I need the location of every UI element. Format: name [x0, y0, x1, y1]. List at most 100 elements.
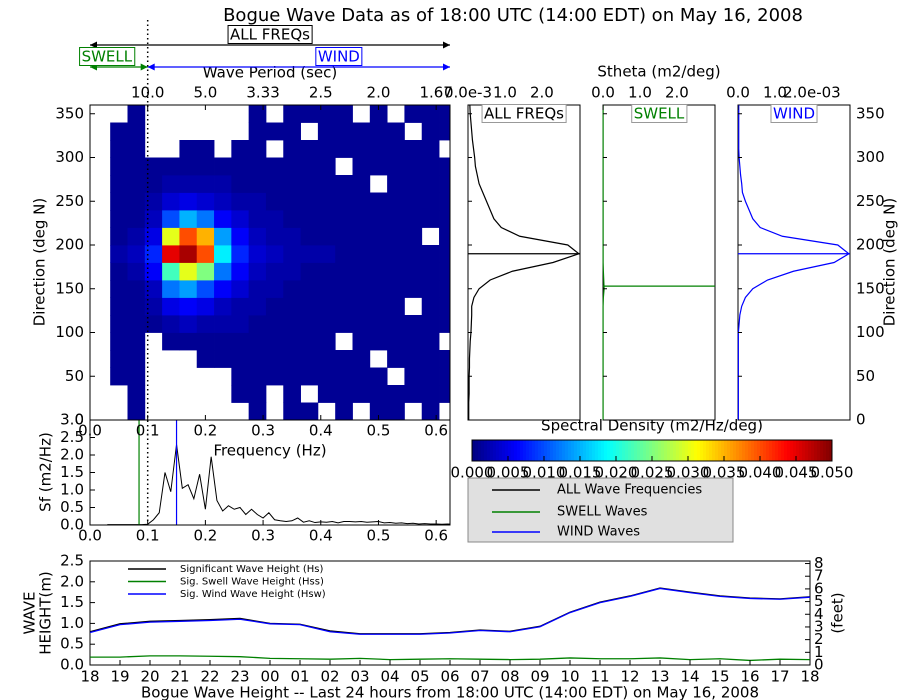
colorbar-segment — [739, 440, 743, 461]
heatmap-cell — [404, 192, 423, 211]
x-tick-label: 03 — [350, 668, 369, 686]
heatmap-cell — [439, 245, 450, 263]
heatmap-cell — [127, 227, 146, 246]
heatmap-cell — [421, 402, 440, 420]
heatmap-cell — [317, 385, 336, 403]
heatmap-cell — [369, 262, 388, 281]
heatmap-cell — [231, 192, 250, 211]
heatmap-cell — [283, 210, 301, 228]
colorbar-segment — [484, 440, 488, 461]
colorbar-segment — [640, 440, 644, 461]
colorbar-segment — [721, 440, 725, 461]
colorbar-segment — [670, 440, 674, 461]
label-box — [631, 104, 688, 123]
heatmap-cell — [317, 262, 336, 281]
heatmap-cell — [179, 280, 198, 298]
heatmap-cell — [283, 105, 301, 123]
heatmap-cell — [404, 227, 423, 246]
heatmap-cell — [387, 280, 405, 298]
heatmap-cell — [179, 157, 198, 176]
heatmap-cell — [144, 315, 163, 333]
heatmap-cell — [439, 157, 450, 176]
colorbar-segment — [481, 440, 485, 461]
colorbar-segment — [679, 440, 683, 461]
heatmap-cell — [196, 297, 215, 316]
y-tick-label: 100 — [856, 323, 885, 341]
heatmap-cell — [214, 315, 232, 333]
heatmap-cell — [283, 122, 301, 141]
heatmap-cell — [421, 350, 440, 368]
heatmap-cell — [369, 210, 388, 228]
y-tick-label: 2.0 — [60, 572, 84, 590]
heatmap-cell — [179, 175, 198, 193]
heatmap-cell — [127, 350, 146, 368]
y-tick-label: 0.5 — [60, 498, 84, 516]
colorbar-segment — [553, 440, 557, 461]
heatmap-cell — [300, 192, 319, 211]
colorbar-segment — [658, 440, 662, 461]
heatmap-cell — [231, 332, 250, 351]
heatmap-cell — [369, 245, 388, 263]
y-tick-label: 250 — [856, 192, 885, 210]
colorbar-segment — [649, 440, 653, 461]
colorbar-segment — [787, 440, 791, 461]
heatmap-cell — [214, 210, 232, 228]
colorbar-segment — [676, 440, 680, 461]
colorbar-segment — [601, 440, 605, 461]
colorbar-segment — [523, 440, 527, 461]
heatmap-cell — [387, 350, 405, 368]
heatmap-cell — [335, 175, 353, 193]
heatmap-cell — [317, 175, 336, 193]
x-tick-label: 2.0 — [665, 84, 689, 102]
colorbar-segment — [487, 440, 491, 461]
heatmap-cell — [214, 227, 232, 246]
heatmap-cell — [352, 280, 371, 298]
heatmap-cell — [283, 157, 301, 176]
heatmap-cell — [317, 332, 336, 351]
colorbar-segment — [475, 440, 479, 461]
y-tick-label: 100 — [55, 323, 84, 341]
colorbar-segment — [748, 440, 752, 461]
colorbar-segment — [733, 440, 737, 461]
heatmap-cell — [404, 332, 423, 351]
legend-label: Sig. Swell Wave Height (Hss) — [180, 577, 324, 588]
heatmap-cell — [214, 280, 232, 298]
y2-tick-label: 1 — [814, 643, 824, 661]
heatmap-cell — [231, 297, 250, 316]
colorbar-segment — [529, 440, 533, 461]
heatmap-cell — [248, 367, 267, 386]
heatmap-cell — [231, 385, 250, 403]
y-tick-label: 300 — [856, 148, 885, 166]
heatmap-cell — [387, 332, 405, 351]
heatmap-cell — [404, 367, 423, 386]
heatmap-cell — [404, 280, 423, 298]
panel-frame — [467, 104, 581, 421]
heatmap-cell — [300, 262, 319, 281]
heatmap-cell — [144, 157, 163, 176]
colorbar-segment — [727, 440, 731, 461]
heatmap-cell — [265, 280, 284, 298]
heatmap-cell — [179, 192, 198, 211]
colorbar-segment — [538, 440, 542, 461]
colorbar-segment — [697, 440, 701, 461]
x-tick-label: 21 — [170, 668, 189, 686]
colorbar-tick-label: 0.035 — [703, 464, 746, 482]
heatmap-cell — [248, 192, 267, 211]
heatmap-cell — [300, 210, 319, 228]
heatmap-cell — [352, 140, 371, 158]
x-tick-label: 2.0e-03 — [783, 84, 841, 102]
x-tick-label: 14 — [680, 668, 699, 686]
heatmap-cell — [127, 280, 146, 298]
heatmap-cell — [300, 227, 319, 246]
heatmap-cell — [214, 157, 232, 176]
heatmap-cell — [283, 280, 301, 298]
colorbar-segment — [703, 440, 707, 461]
heatmap-cell — [369, 192, 388, 211]
colorbar-segment — [724, 440, 728, 461]
heatmap-cell — [387, 122, 405, 141]
heatmap-cell — [127, 297, 146, 316]
colorbar-segment — [811, 440, 815, 461]
timeseries-frame — [89, 560, 811, 666]
heatmap-cell — [317, 157, 336, 176]
heatmap-cell — [283, 332, 301, 351]
